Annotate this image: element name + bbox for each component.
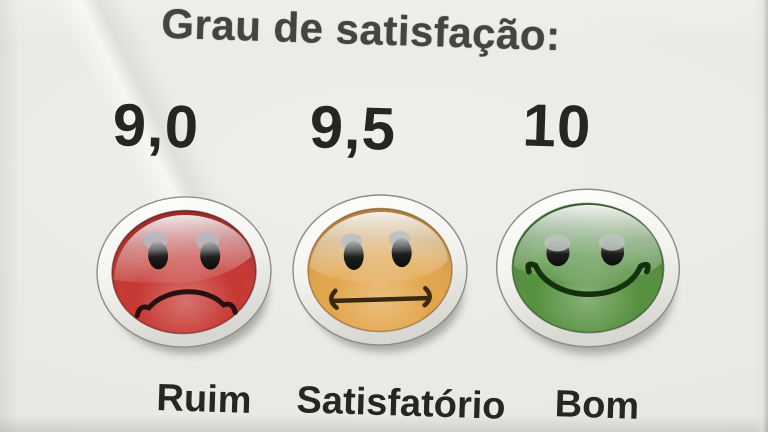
happy-face-icon (495, 188, 681, 355)
right-eye (200, 241, 221, 270)
rating-label-satisfatorio: Satisfatório (295, 379, 507, 428)
sign-title: Grau de satisfação: (160, 0, 562, 60)
score-ruim: 9,0 (111, 91, 201, 161)
faces-row (96, 188, 681, 355)
mouth-left-hook (329, 288, 339, 311)
rating-label-bom: Bom (554, 383, 640, 428)
eye-sheen (544, 234, 571, 252)
right-eye (391, 238, 412, 268)
face-gloss (513, 205, 662, 285)
score-bom: 10 (521, 91, 593, 161)
left-eye (148, 241, 169, 270)
frown-mouth (134, 289, 238, 319)
left-eye (343, 240, 364, 270)
eye-sheen (598, 233, 625, 251)
rating-label-ruim: Ruim (155, 377, 253, 422)
neutral-face-icon (292, 194, 468, 352)
neutral-mouth (331, 295, 430, 304)
smile-mouth (525, 261, 651, 297)
mouth-right-hook (422, 285, 432, 308)
sad-face-icon (96, 196, 272, 354)
score-satisfatorio: 9,5 (308, 93, 398, 163)
face-gloss (309, 211, 448, 284)
